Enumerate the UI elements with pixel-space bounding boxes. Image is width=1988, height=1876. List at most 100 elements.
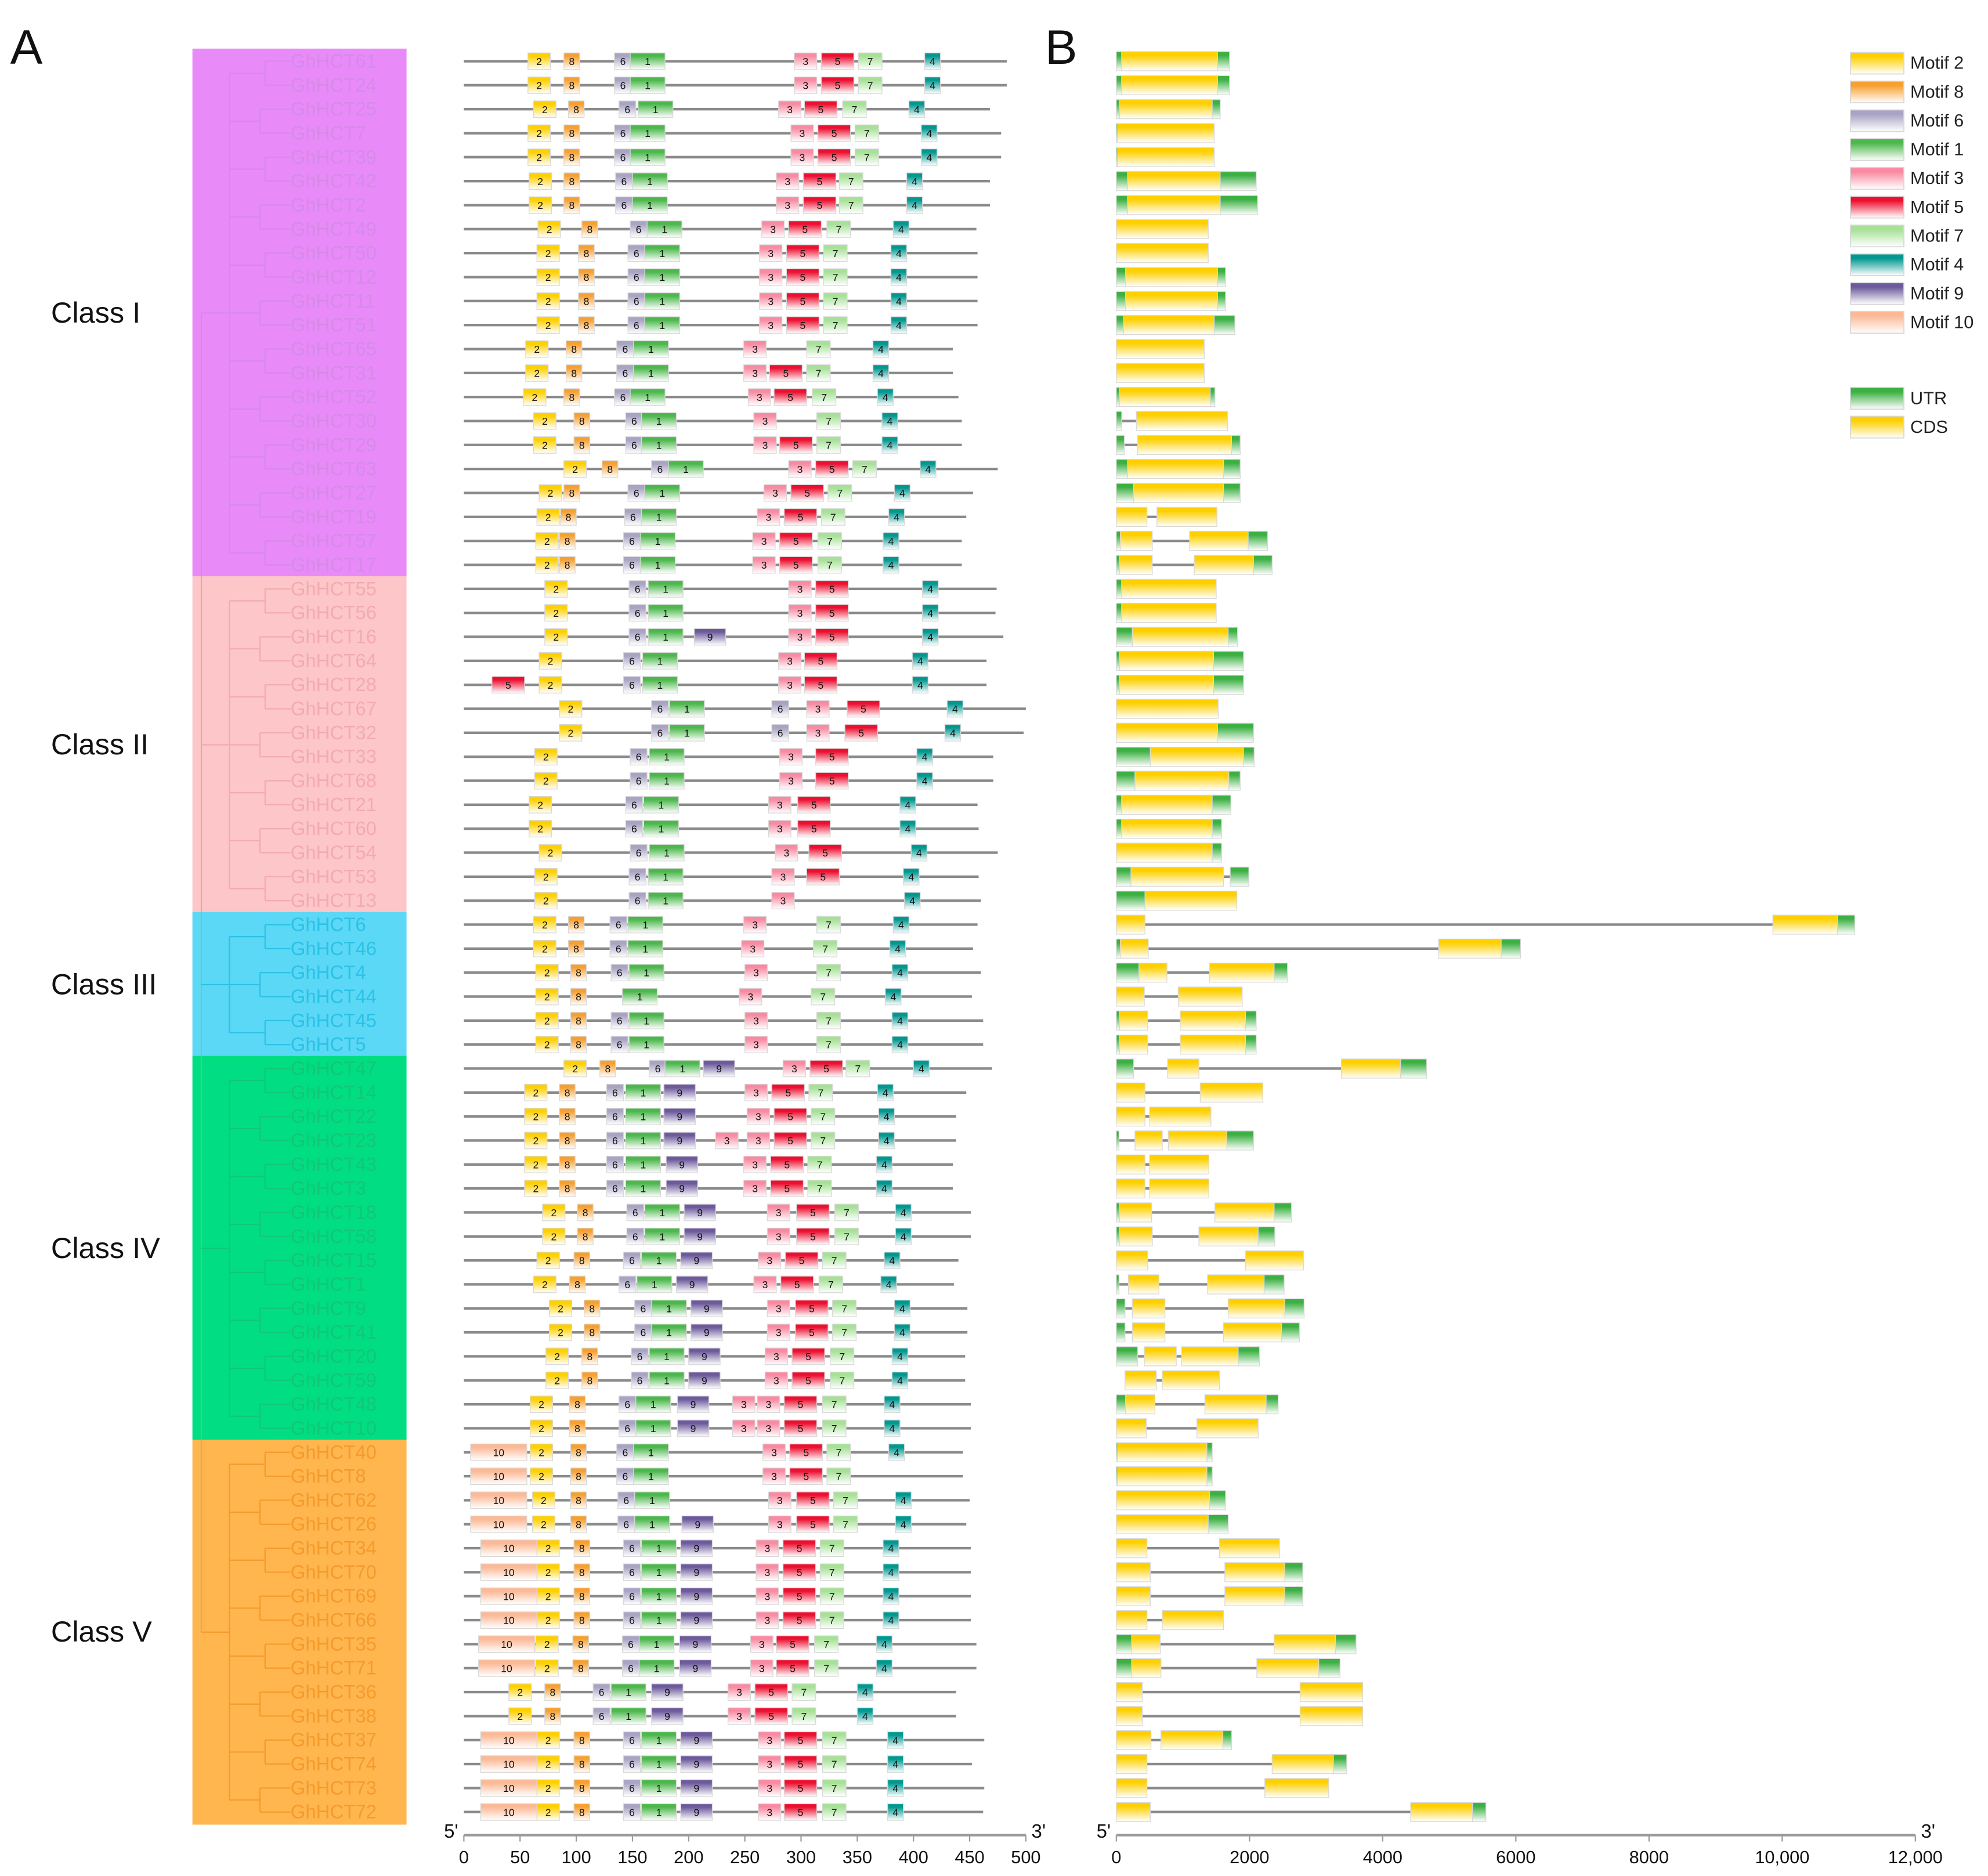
motif-number: 7 <box>829 1543 835 1555</box>
motif-box-1 <box>625 1108 662 1126</box>
motif-box-4 <box>892 916 910 934</box>
utr-block <box>1116 771 1136 791</box>
gene-structure-row <box>1116 1130 1254 1151</box>
motif-number: 2 <box>558 1327 563 1339</box>
motif-box-2 <box>536 1803 560 1821</box>
motif-box-3 <box>778 652 802 670</box>
motif-number: 4 <box>914 104 920 115</box>
motif-box-5 <box>776 1659 809 1677</box>
motif-box-5 <box>815 748 849 766</box>
motif-box-4 <box>895 1491 912 1509</box>
motif-number: 2 <box>544 536 550 547</box>
legend-label: Motif 10 <box>1910 312 1973 332</box>
motif-box-3 <box>806 700 830 718</box>
motif-box-8 <box>573 1252 591 1270</box>
motif-number: 1 <box>659 487 665 499</box>
motif-number: 2 <box>533 1135 538 1147</box>
motif-number: 3 <box>767 1806 772 1818</box>
motif-number: 6 <box>624 1399 630 1411</box>
legend-swatch-motif-8 <box>1849 80 1904 104</box>
motif-number: 1 <box>649 1495 655 1506</box>
motif-box-2 <box>524 1155 548 1173</box>
motif-number: 8 <box>569 487 574 499</box>
motif-box-1 <box>641 1563 677 1581</box>
motif-number: 6 <box>629 1567 635 1578</box>
motif-number: 7 <box>826 1015 832 1026</box>
gene-name: GhHCT43 <box>291 1154 377 1175</box>
motif-box-8 <box>570 1011 587 1029</box>
gene-structure-panel <box>1116 51 1856 1822</box>
motif-number: 1 <box>649 1519 655 1530</box>
motif-number: 1 <box>664 751 670 763</box>
motif-box-7 <box>822 1779 847 1797</box>
legend-swatch-motif-1 <box>1849 138 1904 161</box>
cds-block <box>1116 914 1145 935</box>
motif-box-4 <box>899 820 916 838</box>
motif-number: 6 <box>622 1471 628 1483</box>
motif-box-5 <box>815 604 849 622</box>
motif-box-10 <box>470 1467 527 1485</box>
motif-number: 6 <box>616 919 621 931</box>
motif-number: 5 <box>810 1495 816 1506</box>
motif-number: 3 <box>762 439 768 451</box>
class-label: Class V <box>51 1615 152 1648</box>
motif-box-1 <box>635 1396 671 1414</box>
gene-structure-row <box>1116 891 1238 911</box>
motif-box-4 <box>883 1611 899 1629</box>
motif-box-1 <box>644 1227 680 1245</box>
motif-number: 4 <box>892 1759 898 1770</box>
motif-box-8 <box>570 1515 587 1533</box>
motif-number: 3 <box>765 1423 771 1434</box>
motif-number: 5 <box>768 1687 774 1698</box>
motif-box-1 <box>648 892 684 910</box>
gene-name: GhHCT50 <box>291 242 377 263</box>
motif-number: 3 <box>780 871 786 883</box>
motif-number: 7 <box>852 104 858 115</box>
utr-block <box>1116 483 1134 503</box>
utr-block <box>1217 51 1230 71</box>
cds-block <box>1116 1754 1148 1774</box>
motif-number: 5 <box>832 128 837 139</box>
motif-number: 2 <box>545 248 551 259</box>
motif-box-1 <box>637 1275 673 1293</box>
motif-box-7 <box>816 964 841 982</box>
motif-box-8 <box>584 1324 601 1342</box>
motif-number: 4 <box>908 871 914 883</box>
utr-block <box>1501 938 1521 959</box>
motif-box-7 <box>830 1347 855 1365</box>
motif-box-2 <box>524 1180 548 1198</box>
motif-box-4 <box>921 124 938 142</box>
motif-box-2 <box>537 220 561 238</box>
axis-tick-label: 350 <box>843 1847 872 1867</box>
cds-block <box>1116 1682 1143 1703</box>
legend-label: CDS <box>1910 417 1948 437</box>
utr-block <box>1116 99 1120 120</box>
motif-box-5 <box>796 1515 830 1533</box>
motif-box-2 <box>536 292 560 310</box>
cds-block <box>1116 1418 1147 1438</box>
cds-block <box>1227 1298 1285 1318</box>
motif-number: 5 <box>817 200 823 211</box>
motif-box-7 <box>808 1083 833 1101</box>
cds-block <box>1120 531 1153 551</box>
motif-number: 2 <box>545 1759 551 1770</box>
motif-number: 7 <box>844 1207 850 1219</box>
gene-structure-row <box>1116 123 1215 143</box>
cds-block <box>1116 363 1205 383</box>
motif-box-5 <box>795 1299 829 1317</box>
motif-box-8 <box>581 1347 598 1365</box>
gene-structure-row <box>1116 1466 1213 1487</box>
gene-structure-row <box>1116 555 1273 575</box>
motif-number: 6 <box>657 727 663 739</box>
gene-name: GhHCT5 <box>291 1033 366 1055</box>
motif-box-2 <box>538 484 562 502</box>
